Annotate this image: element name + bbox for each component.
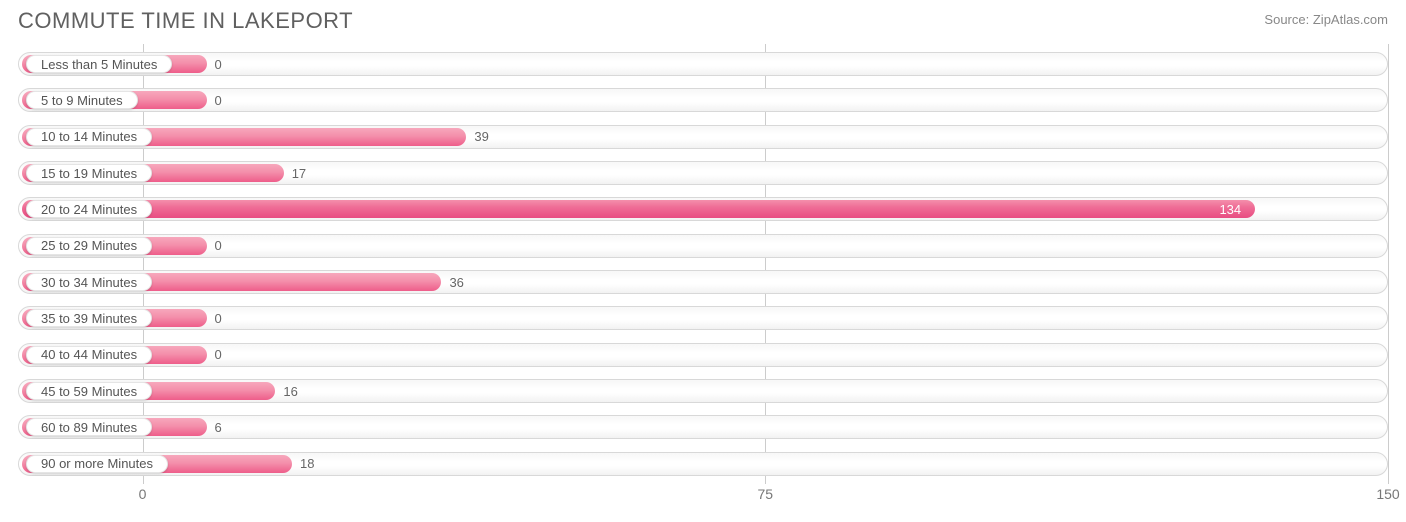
bar-category-label: Less than 5 Minutes (26, 55, 172, 73)
chart-source: Source: ZipAtlas.com (1264, 8, 1388, 27)
bar-value-label: 0 (207, 232, 230, 260)
chart-title: COMMUTE TIME IN LAKEPORT (18, 8, 353, 34)
bar-row: 10 to 14 Minutes 39 (18, 123, 1388, 151)
bar-category-label: 5 to 9 Minutes (26, 91, 138, 109)
bar-value-label: 134 (1211, 195, 1249, 223)
bar-value-label: 0 (207, 50, 230, 78)
bar-row: 90 or more Minutes 18 (18, 450, 1388, 478)
bar-category-label: 35 to 39 Minutes (26, 309, 152, 327)
bar-category-label: 45 to 59 Minutes (26, 382, 152, 400)
bar-category-label: 40 to 44 Minutes (26, 346, 152, 364)
bar-value-label: 16 (275, 377, 305, 405)
bar-value-label: 36 (441, 268, 471, 296)
bar-value-label: 0 (207, 304, 230, 332)
bar-row: 25 to 29 Minutes 0 (18, 232, 1388, 260)
bar-row: 15 to 19 Minutes 17 (18, 159, 1388, 187)
bar-value-label: 39 (466, 123, 496, 151)
bar-row: 60 to 89 Minutes 6 (18, 413, 1388, 441)
bar-row: 30 to 34 Minutes 36 (18, 268, 1388, 296)
bar-category-label: 60 to 89 Minutes (26, 418, 152, 436)
axis-tick-label: 150 (1376, 486, 1399, 502)
axis-tick-label: 75 (757, 486, 773, 502)
bar-value-label: 0 (207, 86, 230, 114)
gridline (1388, 44, 1389, 484)
bar-row: 35 to 39 Minutes 0 (18, 304, 1388, 332)
bar-fill (22, 200, 1255, 218)
bar-category-label: 20 to 24 Minutes (26, 200, 152, 218)
bar-row: 5 to 9 Minutes 0 (18, 86, 1388, 114)
chart-bars-container: Less than 5 Minutes 0 5 to 9 Minutes 0 10 to… (18, 44, 1388, 484)
chart-header: COMMUTE TIME IN LAKEPORT Source: ZipAtla… (0, 0, 1406, 38)
bar-row: Less than 5 Minutes 0 (18, 50, 1388, 78)
source-label: Source: (1264, 12, 1309, 27)
bar-value-label: 6 (207, 413, 230, 441)
bar-category-label: 15 to 19 Minutes (26, 164, 152, 182)
bar-category-label: 90 or more Minutes (26, 455, 168, 473)
bar-category-label: 25 to 29 Minutes (26, 237, 152, 255)
source-name: ZipAtlas.com (1313, 12, 1388, 27)
bar-value-label: 0 (207, 341, 230, 369)
bar-row: 20 to 24 Minutes 134 (18, 195, 1388, 223)
bar-row: 40 to 44 Minutes 0 (18, 341, 1388, 369)
chart-x-axis: 075150 (18, 484, 1388, 508)
bar-value-label: 17 (284, 159, 314, 187)
bar-category-label: 30 to 34 Minutes (26, 273, 152, 291)
axis-tick-label: 0 (139, 486, 147, 502)
bar-value-label: 18 (292, 450, 322, 478)
bar-row: 45 to 59 Minutes 16 (18, 377, 1388, 405)
bar-category-label: 10 to 14 Minutes (26, 128, 152, 146)
chart-plot-area: Less than 5 Minutes 0 5 to 9 Minutes 0 10 to… (18, 44, 1388, 484)
